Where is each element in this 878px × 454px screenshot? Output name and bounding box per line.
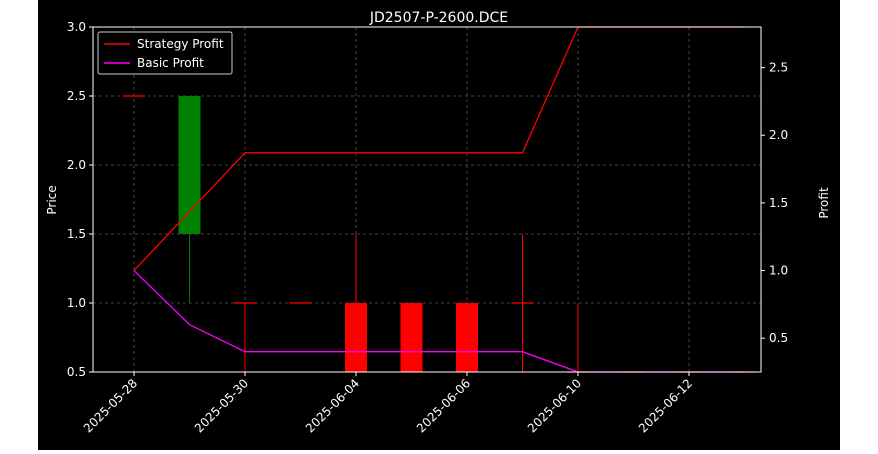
y2-tick-label: 2.5 (769, 61, 788, 75)
y2-tick-label: 0.5 (769, 331, 788, 345)
y-tick-label: 1.0 (67, 296, 86, 310)
chart-title: JD2507-P-2600.DCE (369, 10, 508, 26)
y2-axis-label: Profit (817, 187, 831, 219)
candle-body (178, 96, 201, 234)
figure-background (38, 0, 840, 450)
candle-body (456, 303, 478, 372)
y2-tick-label: 1.5 (769, 196, 788, 210)
candle-body (400, 303, 423, 372)
legend-strategy-label: Strategy Profit (137, 37, 224, 51)
legend: Strategy Profit Basic Profit (97, 31, 233, 75)
y-tick-label: 0.5 (67, 365, 86, 379)
plot-frame (92, 26, 762, 373)
y2-tick-label: 2.0 (769, 128, 788, 142)
legend-box (97, 31, 233, 75)
y2-tick-label: 1.0 (769, 264, 788, 278)
y-axis-ticks: 0.5 1.0 1.5 2.0 2.5 3.0 (67, 20, 93, 379)
y-tick-label: 1.5 (67, 227, 86, 241)
candle-body (345, 303, 367, 372)
y-tick-label: 2.0 (67, 158, 86, 172)
y2-axis-ticks: 0.5 1.0 1.5 2.0 2.5 (761, 61, 788, 345)
y-tick-label: 3.0 (67, 20, 86, 34)
y-tick-label: 2.5 (67, 89, 86, 103)
legend-basic-label: Basic Profit (137, 56, 204, 70)
y-axis-label: Price (45, 185, 59, 214)
